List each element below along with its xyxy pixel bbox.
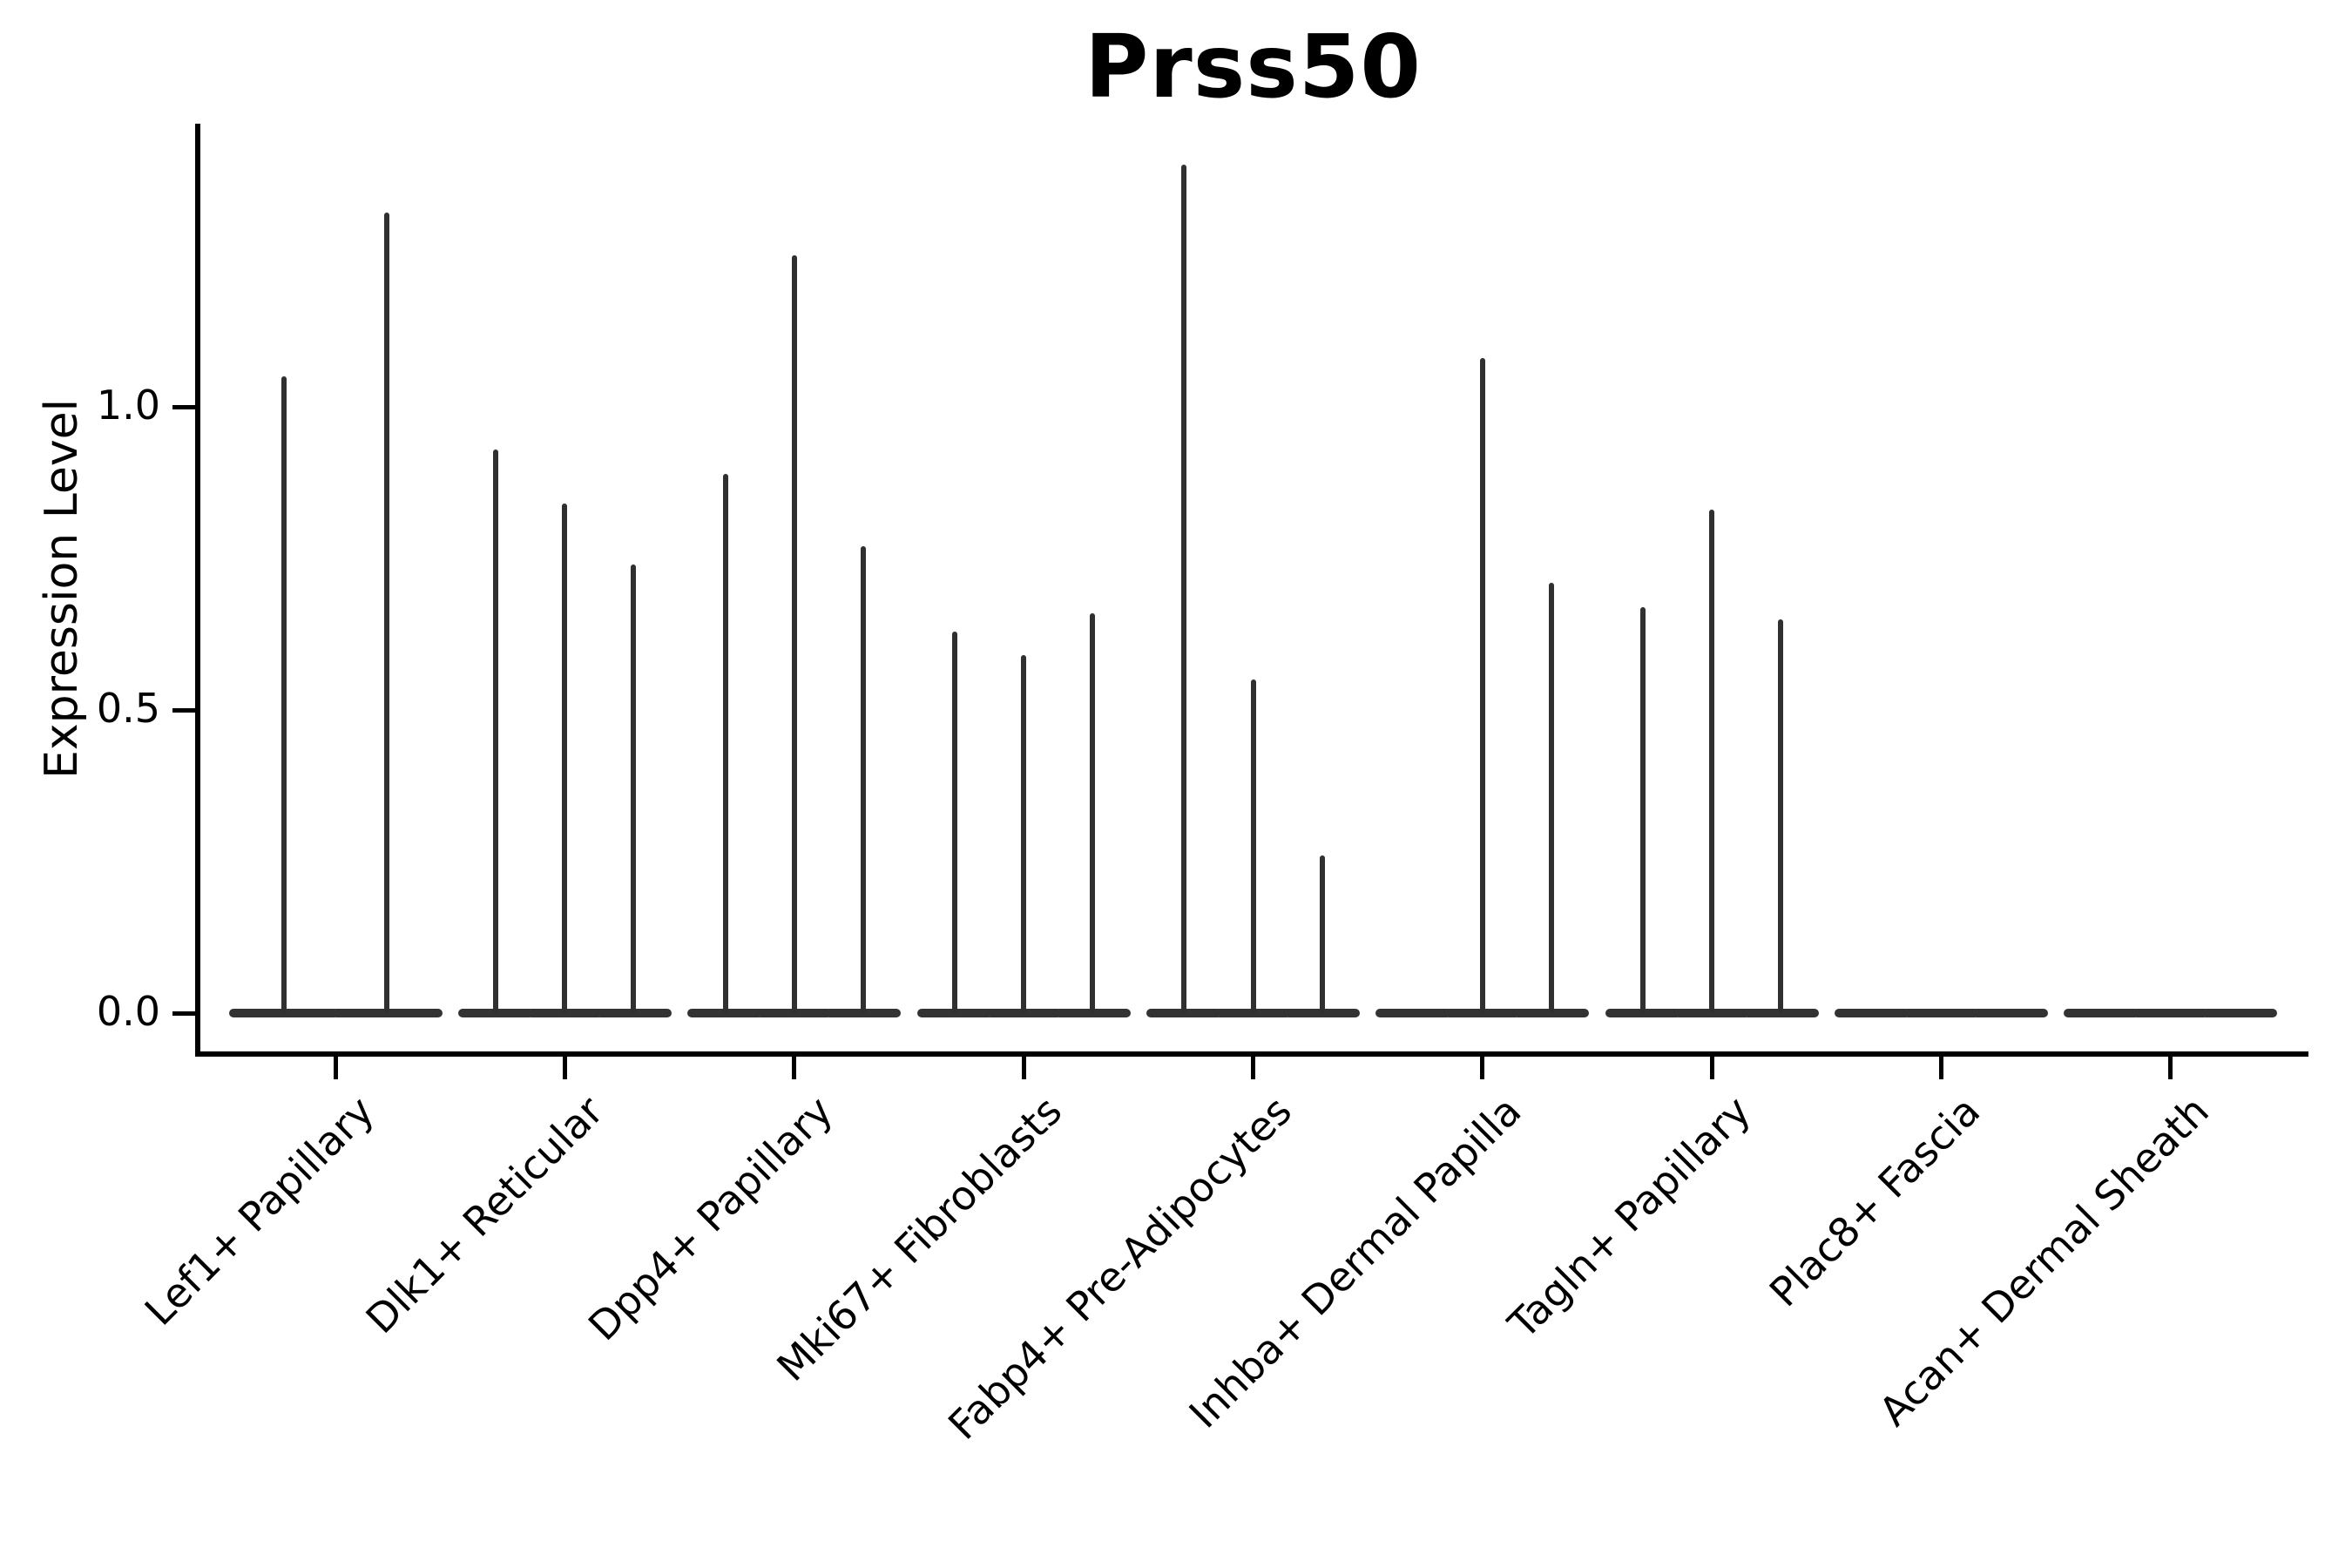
violin-spike: [1319, 855, 1325, 1014]
violin-base: [2132, 1009, 2209, 1018]
violin-spike: [493, 449, 499, 1013]
y-tick-mark: [172, 404, 195, 409]
violin-spike: [722, 473, 728, 1013]
violin-spike: [1250, 679, 1256, 1013]
violin-spike: [860, 546, 866, 1013]
y-tick-label: 0.0: [96, 987, 160, 1035]
violin-spike: [1548, 582, 1554, 1013]
x-tick-mark: [2168, 1057, 2173, 1079]
violin-spike: [280, 376, 287, 1013]
violin-base: [1146, 1009, 1222, 1018]
violin-spike: [952, 631, 958, 1013]
chart-title: Prss50: [1085, 16, 1422, 118]
x-tick-mark: [1480, 1057, 1485, 1079]
x-tick-mark: [562, 1057, 567, 1079]
x-tick-mark: [333, 1057, 338, 1079]
violin-base: [228, 1009, 340, 1018]
x-tick-label: Dpp4+ Papillary: [578, 1087, 841, 1350]
violin-spike: [791, 255, 797, 1013]
violin-base: [825, 1009, 902, 1018]
violin-base: [687, 1009, 764, 1018]
bottom-spine: [195, 1051, 2308, 1057]
violin-base: [1605, 1009, 1681, 1018]
violin-base: [1284, 1009, 1360, 1018]
violin-spike: [1778, 618, 1784, 1014]
violin-base: [1444, 1009, 1521, 1018]
violin-spike: [562, 504, 568, 1013]
violin-base: [2064, 1009, 2140, 1018]
y-tick-label: 0.5: [96, 684, 160, 732]
x-tick-label: Tagln+ Papillary: [1498, 1087, 1760, 1348]
violin-base: [1214, 1009, 1291, 1018]
violin-base: [1903, 1009, 1980, 1018]
violin-base: [1673, 1009, 1750, 1018]
violin-base: [332, 1009, 443, 1018]
violin-base: [1054, 1009, 1131, 1018]
violin-spike: [1181, 164, 1187, 1013]
y-tick-mark: [172, 1010, 195, 1016]
violin-base: [985, 1009, 1062, 1018]
x-tick-mark: [792, 1057, 797, 1079]
violin-base: [1972, 1009, 2049, 1018]
x-tick-label: Lef1+ Papillary: [135, 1087, 383, 1335]
violin-spike: [1090, 612, 1096, 1013]
x-tick-mark: [1021, 1057, 1026, 1079]
left-spine: [195, 124, 200, 1057]
violin-base: [1742, 1009, 1819, 1018]
violin-spike: [1640, 606, 1646, 1014]
violin-spike: [384, 213, 390, 1013]
violin-base: [526, 1009, 603, 1018]
violin-base: [756, 1009, 833, 1018]
violin-spike: [1021, 655, 1027, 1013]
violin-spike: [1479, 358, 1485, 1013]
violin-spike: [631, 564, 637, 1014]
violin-base: [595, 1009, 672, 1018]
x-tick-label: Dlk1+ Reticular: [356, 1087, 612, 1343]
violin-base: [1375, 1009, 1452, 1018]
y-tick-label: 1.0: [96, 381, 160, 429]
violin-base: [1835, 1009, 1911, 1018]
x-tick-mark: [1709, 1057, 1714, 1079]
x-tick-mark: [1939, 1057, 1944, 1079]
violin-base: [457, 1009, 534, 1018]
x-tick-mark: [1251, 1057, 1255, 1079]
y-axis-label: Expression Level: [36, 398, 88, 780]
y-tick-mark: [172, 707, 195, 713]
violin-base: [2201, 1009, 2278, 1018]
violin-base: [916, 1009, 993, 1018]
violin-spike: [1709, 510, 1715, 1014]
x-tick-label: Plac8+ Fascia: [1760, 1087, 1989, 1316]
violin-base: [1513, 1009, 1590, 1018]
